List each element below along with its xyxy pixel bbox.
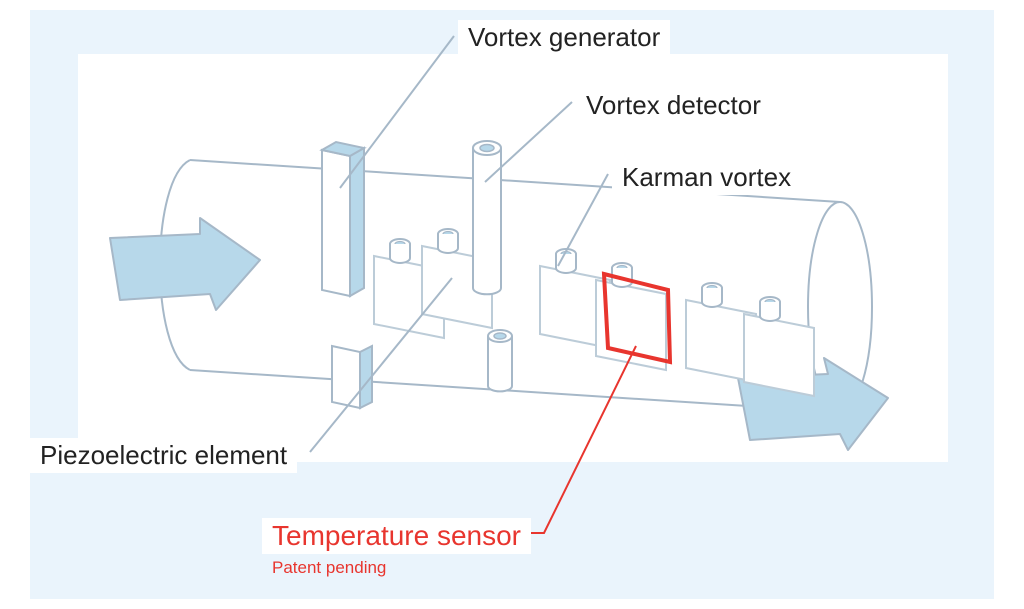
piezo-vanes-front: [540, 249, 814, 396]
label-patent-pending: Patent pending: [262, 556, 396, 580]
label-piezoelectric-element: Piezoelectric element: [30, 438, 297, 473]
vortex-detector-bar: [473, 141, 512, 391]
vortex-generator-bar: [322, 142, 372, 408]
label-vortex-generator: Vortex generator: [458, 20, 670, 55]
label-karman-vortex: Karman vortex: [612, 160, 801, 195]
diagram-canvas: Vortex generator Vortex detector Karman …: [0, 0, 1024, 609]
label-temperature-sensor: Temperature sensor: [262, 518, 531, 554]
label-vortex-detector: Vortex detector: [576, 88, 771, 123]
flow-arrow-in: [110, 218, 260, 310]
